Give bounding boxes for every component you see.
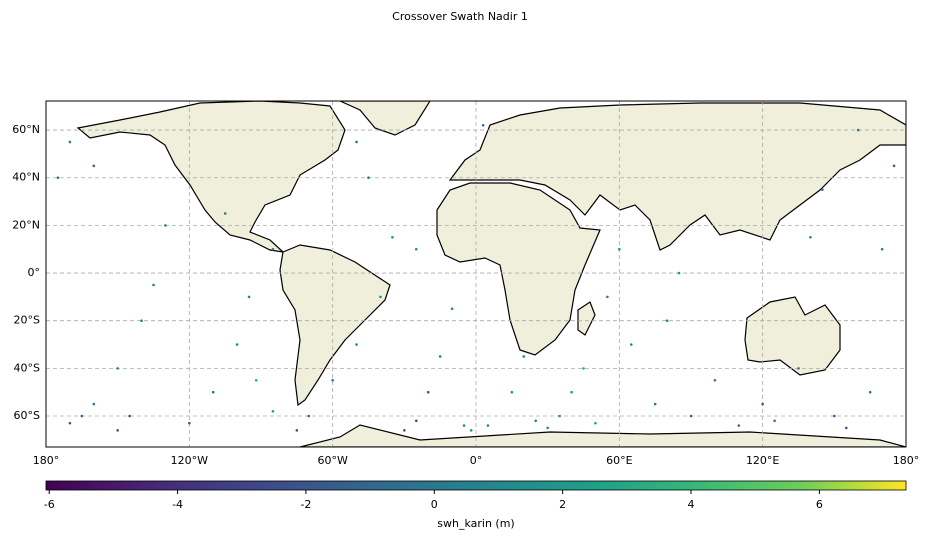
- data-point: [677, 271, 681, 275]
- data-point: [737, 424, 741, 427]
- data-point: [821, 188, 824, 191]
- data-point: [152, 283, 155, 287]
- x-tick-label: 180°: [33, 454, 60, 467]
- data-point: [844, 426, 848, 430]
- x-tick-label: 180°: [893, 454, 920, 467]
- data-point: [761, 402, 764, 406]
- data-point: [426, 390, 430, 394]
- data-point: [92, 164, 96, 168]
- colorbar-tick-label: 0: [431, 498, 438, 511]
- data-point: [164, 224, 167, 227]
- data-point: [116, 367, 119, 370]
- data-point: [379, 295, 382, 299]
- data-point: [211, 390, 215, 394]
- colorbar: [45, 480, 907, 491]
- data-point: [450, 307, 454, 311]
- data-point: [307, 414, 311, 418]
- data-point: [689, 414, 693, 418]
- x-tick-label: 120°W: [171, 454, 208, 467]
- y-tick-label: 40°N: [12, 171, 40, 184]
- data-point: [481, 124, 485, 127]
- y-tick-label: 60°N: [12, 123, 40, 136]
- data-point: [438, 355, 442, 358]
- data-point: [469, 429, 473, 432]
- colorbar-tick-label: 4: [688, 498, 695, 511]
- data-point: [558, 414, 561, 418]
- colorbar-tick-label: -6: [44, 498, 55, 511]
- data-point: [665, 319, 669, 323]
- data-point: [68, 421, 72, 425]
- data-point: [355, 140, 358, 144]
- data-point: [254, 378, 258, 382]
- data-point: [331, 378, 334, 382]
- data-point: [188, 421, 191, 425]
- colorbar-tick-label: -2: [300, 498, 311, 511]
- data-point: [92, 402, 96, 406]
- data-point: [833, 414, 836, 418]
- data-point: [653, 402, 657, 406]
- data-point: [629, 343, 633, 346]
- colorbar-tick-label: -4: [172, 498, 183, 511]
- data-point: [271, 409, 275, 413]
- data-point: [773, 419, 776, 423]
- data-point: [809, 236, 812, 239]
- x-tick-label: 0°: [470, 454, 483, 467]
- data-point: [223, 212, 227, 215]
- data-point: [247, 295, 251, 299]
- colorbar-tick-label: 2: [559, 498, 566, 511]
- data-point: [128, 414, 131, 418]
- y-tick-label: 40°S: [14, 361, 40, 374]
- data-point: [295, 429, 299, 432]
- y-tick-label: 20°N: [12, 218, 40, 231]
- data-point: [510, 390, 514, 394]
- data-point: [391, 236, 394, 239]
- data-point: [271, 247, 275, 251]
- colorbar-tick-label: 6: [816, 498, 823, 511]
- data-point: [534, 419, 538, 423]
- x-tick-label: 60°E: [606, 454, 632, 467]
- data-point: [367, 176, 370, 180]
- data-point: [414, 247, 418, 251]
- x-tick-label: 60°W: [317, 454, 347, 467]
- y-tick-label: 20°S: [14, 314, 40, 327]
- data-point: [546, 426, 549, 430]
- chart-title: Crossover Swath Nadir 1: [392, 10, 528, 23]
- colorbar-label: swh_karin (m): [437, 517, 514, 530]
- data-point: [80, 414, 84, 418]
- data-point: [462, 424, 466, 427]
- data-point: [403, 429, 406, 432]
- data-point: [116, 429, 119, 432]
- data-point: [486, 424, 490, 427]
- data-point: [570, 390, 573, 394]
- data-point: [522, 355, 526, 358]
- data-point: [56, 176, 60, 180]
- y-tick-label: 60°S: [14, 409, 40, 422]
- data-point: [713, 378, 717, 382]
- y-tick-label: 0°: [28, 266, 41, 279]
- data-point: [797, 367, 800, 370]
- data-point: [582, 367, 585, 370]
- data-point: [68, 140, 72, 144]
- data-point: [414, 419, 418, 423]
- data-point: [140, 319, 143, 323]
- map-frame: [45, 100, 907, 448]
- data-point: [880, 247, 884, 251]
- data-point: [868, 390, 872, 394]
- data-point: [618, 247, 621, 251]
- data-point: [355, 343, 358, 346]
- data-point: [594, 421, 597, 425]
- data-point: [856, 128, 860, 132]
- data-point: [892, 164, 896, 168]
- data-point: [235, 343, 239, 346]
- map: [46, 101, 906, 447]
- x-tick-label: 120°E: [746, 454, 779, 467]
- data-point: [606, 295, 609, 299]
